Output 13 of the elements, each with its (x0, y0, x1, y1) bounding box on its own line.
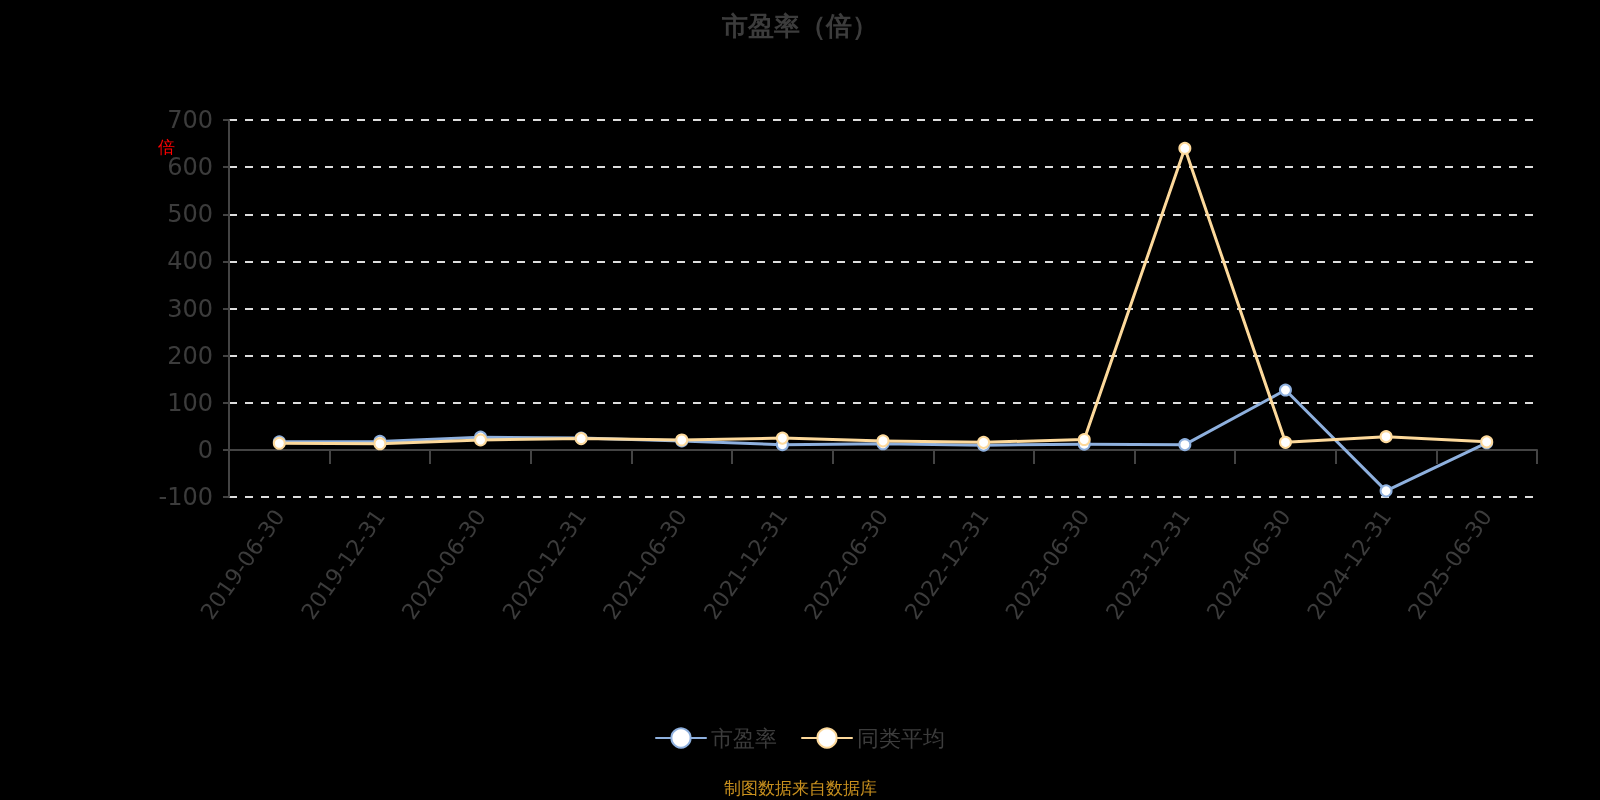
y-tick-label: 300 (167, 294, 213, 323)
y-tick-label: -100 (158, 483, 213, 511)
chart-title: 市盈率（倍） (721, 11, 878, 41)
y-axis-title: 倍 (158, 136, 175, 157)
y-tick-label: 100 (167, 388, 213, 417)
y-tick-label: 400 (167, 247, 213, 276)
legend-label: 同类平均 (857, 725, 945, 751)
y-tick-label: 200 (167, 341, 213, 370)
legend-label: 市盈率 (711, 725, 777, 751)
y-tick-label: 700 (167, 106, 213, 134)
text: 制图数据来自数据库 (723, 777, 877, 798)
y-tick-label: 0 (197, 435, 213, 464)
y-tick-label: 500 (167, 200, 213, 229)
